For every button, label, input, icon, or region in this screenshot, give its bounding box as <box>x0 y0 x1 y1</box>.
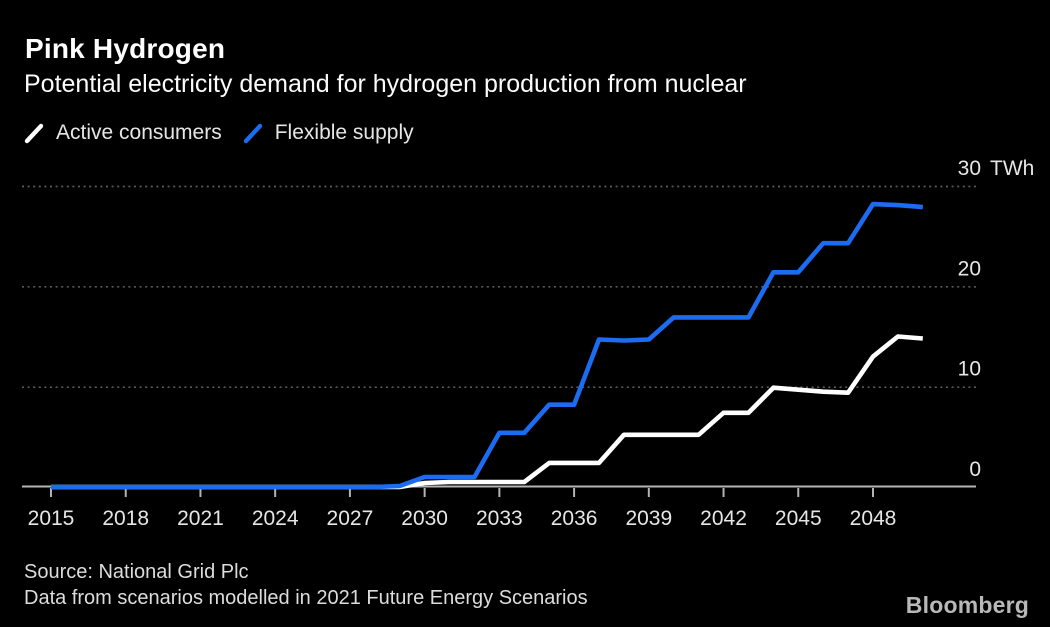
y-tick-label-0: 0 <box>969 458 981 481</box>
x-tick-label-2033: 2033 <box>476 507 523 530</box>
chart-title: Pink Hydrogen <box>25 33 226 64</box>
x-tick-label-2048: 2048 <box>850 507 897 530</box>
legend-item-flexible-supply: Flexible supply <box>243 121 414 145</box>
series-line-active-consumers <box>51 334 923 490</box>
line-swatch-icon <box>24 123 44 143</box>
line-swatch-icon <box>243 123 262 143</box>
legend-label-flexible-supply: Flexible supply <box>274 121 414 144</box>
source-text: Source: National Grid Plc <box>24 561 249 583</box>
active-consumers-swatch-line <box>24 123 44 143</box>
x-tick-label-2045: 2045 <box>775 507 822 530</box>
chart-subtitle: Potential electricity demand for hydroge… <box>24 70 747 98</box>
x-tick-label-2030: 2030 <box>401 507 448 530</box>
x-tick-label-2042: 2042 <box>700 507 747 530</box>
legend-item-active-consumers: Active consumers <box>24 121 222 145</box>
x-tick-label-2018: 2018 <box>102 507 149 530</box>
y-tick-label-30: 30 <box>958 157 981 180</box>
note-text: Data from scenarios modelled in 2021 Fut… <box>24 586 588 609</box>
legend-label-active-consumers: Active consumers <box>56 121 222 144</box>
x-tick-label-2015: 2015 <box>28 507 75 530</box>
bloomberg-logo: Bloomberg <box>905 592 1029 618</box>
y-tick-label-20: 20 <box>958 257 981 280</box>
flexible-supply-swatch-line <box>243 123 262 143</box>
chart-footer: Source: National Grid Plc Data from scen… <box>24 560 588 611</box>
y-tick-label-10: 10 <box>958 358 981 381</box>
x-tick-label-2021: 2021 <box>177 507 224 530</box>
y-axis-unit-label: TWh <box>990 157 1034 180</box>
chart-legend: Active consumers Flexible supply <box>24 121 414 145</box>
x-tick-label-2039: 2039 <box>625 507 672 530</box>
x-tick-label-2024: 2024 <box>252 507 299 530</box>
x-tick-label-2027: 2027 <box>327 507 374 530</box>
x-tick-label-2036: 2036 <box>551 507 598 530</box>
series-line-flexible-supply <box>51 201 923 490</box>
